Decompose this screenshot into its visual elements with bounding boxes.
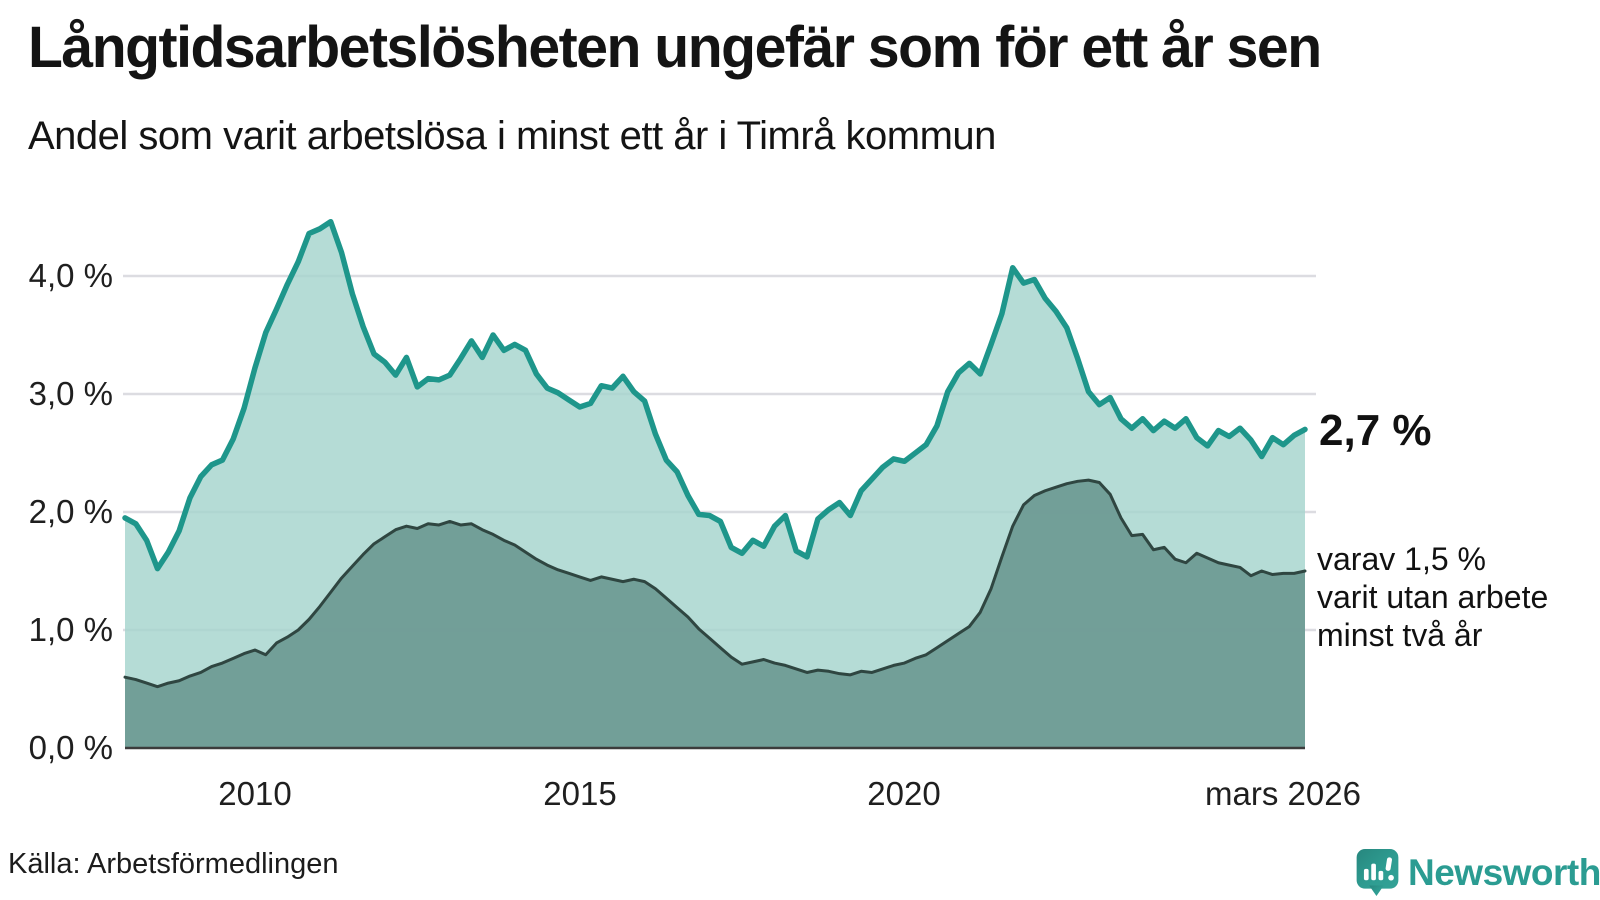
y-tick-3: 3,0 % [28, 375, 113, 412]
y-tick-0: 0,0 % [28, 729, 113, 766]
y-tick-1: 1,0 % [28, 611, 113, 648]
x-tick-2015: 2015 [543, 775, 617, 812]
x-tick-mars-2026: mars 2026 [1205, 775, 1361, 812]
page-title: Långtidsarbetslösheten ungefär som för e… [28, 15, 1322, 80]
page-subtitle: Andel som varit arbetslösa i minst ett å… [28, 114, 996, 158]
newsworthy-logo: Newsworthy [1356, 849, 1600, 897]
latest-value-label: 2,7 % [1319, 406, 1432, 455]
secondary-label-line3: minst två år [1317, 617, 1483, 653]
newsworthy-wordmark: Newsworthy [1408, 852, 1600, 893]
secondary-label-line1: varav 1,5 % [1317, 541, 1486, 577]
bar-chart-exclamation-glyph [1363, 857, 1394, 881]
line-long-term [122, 218, 1308, 572]
secondary-label-line2: varit utan arbete [1317, 579, 1549, 615]
y-tick-4: 4,0 % [28, 257, 113, 294]
x-tick-2020: 2020 [867, 775, 941, 812]
x-tick-2010: 2010 [218, 775, 292, 812]
line-two-years [123, 478, 1307, 689]
y-tick-2: 2,0 % [28, 493, 113, 530]
area-two-years-fill [125, 480, 1305, 748]
source-note: Källa: Arbetsförmedlingen [8, 848, 339, 880]
newsworthy-bubble-icon [1356, 849, 1399, 896]
secondary-value-label: varav 1,5 % varit utan arbete minst två … [1317, 540, 1548, 654]
